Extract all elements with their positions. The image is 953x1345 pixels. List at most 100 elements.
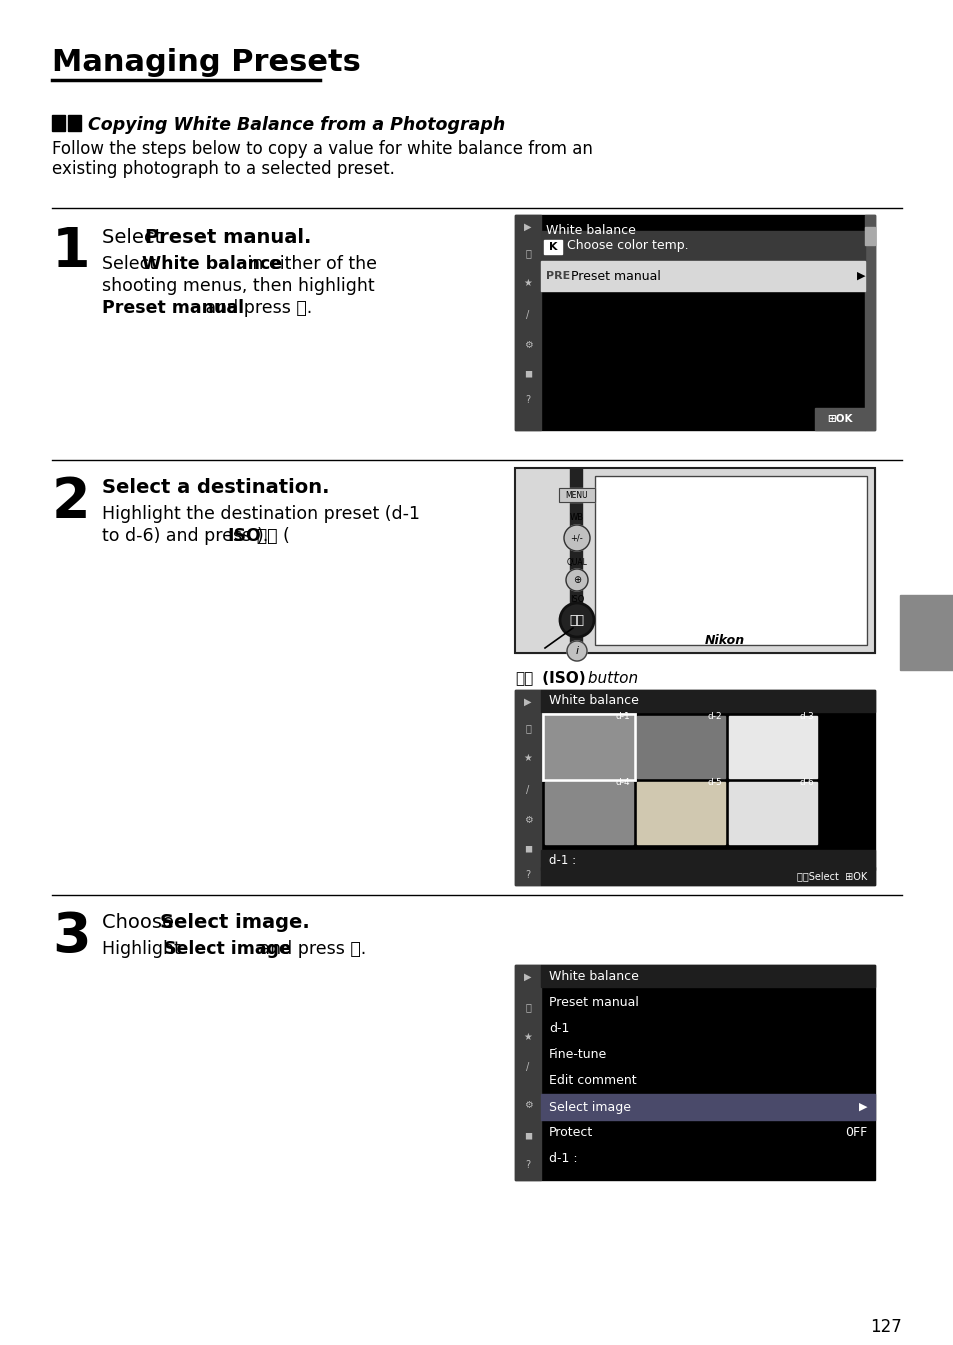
Bar [864, 227, 874, 245]
Text: ◼: ◼ [523, 1130, 532, 1141]
Text: Fine-tune: Fine-tune [548, 1049, 607, 1061]
Text: WB: WB [569, 514, 583, 522]
Text: Ⓢ⦾: Ⓢ⦾ [569, 613, 584, 627]
Text: shooting menus, then highlight: shooting menus, then highlight [102, 277, 375, 295]
Text: d-1: d-1 [548, 1022, 569, 1036]
Bar [543, 239, 561, 254]
Text: Nikon: Nikon [704, 635, 744, 647]
Text: Follow the steps below to copy a value for white balance from an: Follow the steps below to copy a value f… [52, 140, 592, 157]
Bar [515, 964, 874, 1180]
Bar [728, 781, 816, 845]
Bar [542, 714, 635, 780]
Circle shape [559, 603, 594, 638]
Text: 127: 127 [869, 1318, 901, 1336]
Text: ◼: ◼ [523, 369, 532, 378]
Text: ◼: ◼ [523, 843, 532, 853]
Circle shape [563, 525, 589, 551]
Text: Select: Select [102, 229, 169, 247]
Bar [728, 716, 816, 777]
Text: PRE: PRE [545, 270, 570, 281]
Bar [515, 690, 540, 885]
Text: +/-: +/- [570, 534, 583, 542]
Bar [814, 408, 864, 430]
Bar [515, 964, 540, 1180]
Bar [540, 868, 874, 885]
Bar [637, 716, 724, 777]
Text: in either of the: in either of the [242, 256, 376, 273]
Bar [540, 1093, 874, 1120]
Text: ISO: ISO [227, 527, 260, 545]
Bar [52, 116, 65, 130]
Text: White balance: White balance [548, 694, 639, 707]
Text: /: / [526, 1063, 529, 1072]
Bar [558, 488, 595, 502]
Text: Ⓢ⦾Select  ⊞OK: Ⓢ⦾Select ⊞OK [796, 872, 866, 881]
Text: :  [524, 724, 531, 733]
Bar [540, 231, 864, 261]
Text: to d-6) and press Ⓢ⦾ (: to d-6) and press Ⓢ⦾ ( [102, 527, 290, 545]
Text: ).: ). [256, 527, 269, 545]
Text: d-3: d-3 [799, 712, 813, 721]
Bar [515, 215, 540, 430]
Text: :  [524, 247, 531, 258]
Text: Preset manual: Preset manual [571, 269, 660, 282]
Bar [544, 781, 633, 845]
Text: d-4: d-4 [615, 777, 629, 787]
Circle shape [566, 642, 586, 660]
Text: d-1 :: d-1 : [548, 854, 576, 866]
Text: d-1 :: d-1 : [548, 1153, 577, 1166]
Text: Choose color temp.: Choose color temp. [566, 239, 688, 253]
Text: Select a destination.: Select a destination. [102, 477, 329, 498]
Text: White balance: White balance [142, 256, 282, 273]
Bar [544, 716, 633, 777]
Text: K: K [548, 242, 557, 252]
Text: ?: ? [525, 870, 530, 880]
Circle shape [565, 569, 587, 590]
Text: ⊕: ⊕ [573, 576, 580, 585]
Text: Protect: Protect [548, 1127, 593, 1139]
Text: ⚙: ⚙ [523, 1100, 532, 1110]
Text: QUAL: QUAL [566, 558, 587, 568]
Text: ▶: ▶ [524, 972, 531, 982]
Text: /: / [526, 785, 529, 795]
Bar [595, 476, 866, 646]
Text: 1: 1 [52, 225, 91, 278]
Text: MENU: MENU [565, 491, 588, 499]
Text: Edit comment: Edit comment [548, 1075, 636, 1088]
Text: Select image: Select image [548, 1100, 630, 1114]
Text: ⚙: ⚙ [523, 340, 532, 350]
Text: /: / [526, 309, 529, 320]
Bar [540, 964, 874, 987]
Text: d-2: d-2 [706, 712, 721, 721]
Text: ?: ? [525, 1159, 530, 1170]
Text: ▶: ▶ [858, 1102, 866, 1112]
Text: ⚙: ⚙ [523, 815, 532, 824]
Text: (ISO): (ISO) [537, 671, 585, 686]
Bar [515, 468, 874, 654]
Text: 0FF: 0FF [843, 1127, 866, 1139]
Text: :  [524, 1002, 531, 1011]
Text: d-1: d-1 [615, 712, 629, 721]
Text: White balance: White balance [545, 225, 636, 238]
Bar [540, 261, 864, 291]
Text: Preset manual.: Preset manual. [145, 229, 311, 247]
Text: ⊞OK: ⊞OK [826, 414, 852, 424]
Text: existing photograph to a selected preset.: existing photograph to a selected preset… [52, 160, 395, 178]
Text: Highlight: Highlight [102, 940, 186, 958]
Bar [515, 215, 874, 430]
Text: i: i [575, 646, 578, 656]
Text: ★: ★ [523, 1032, 532, 1042]
Text: button: button [582, 671, 638, 686]
Text: Highlight the destination preset (d-1: Highlight the destination preset (d-1 [102, 504, 419, 523]
Text: ▶: ▶ [524, 222, 531, 231]
Bar [515, 690, 874, 885]
Text: and press Ⓐ.: and press Ⓐ. [253, 940, 366, 958]
Bar [68, 116, 81, 130]
Bar [569, 468, 581, 654]
Text: Choose: Choose [102, 913, 180, 932]
Text: ▶: ▶ [524, 697, 531, 707]
Text: ?: ? [525, 395, 530, 405]
Text: Select image: Select image [164, 940, 291, 958]
Bar [558, 488, 595, 502]
Text: ▶: ▶ [856, 270, 864, 281]
